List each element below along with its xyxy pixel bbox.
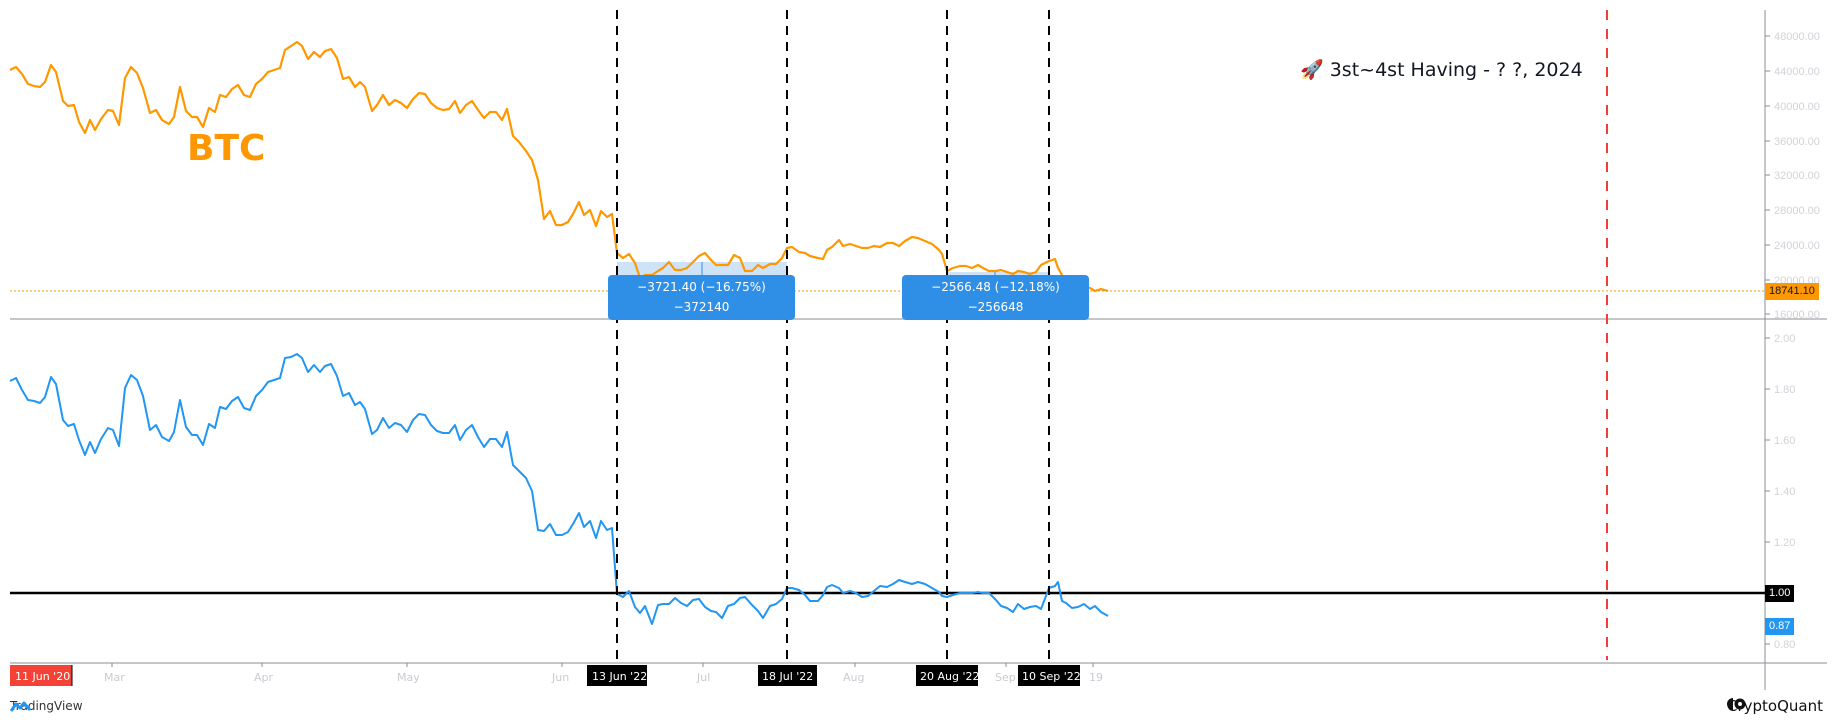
svg-text:10 Sep '22: 10 Sep '22 [1022,670,1081,683]
btc-price-axis[interactable]: 48000.00 44000.00 40000.00 36000.00 3200… [1765,31,1820,321]
measure-box-1[interactable]: −3721.40 (−16.75%) −372140 35 bars, 35d [608,275,795,334]
svg-text:11 Jun '20: 11 Jun '20 [15,670,70,683]
ratio-reference-tag: 1.00 [1765,585,1795,602]
svg-text:20 Aug '22: 20 Aug '22 [920,670,980,683]
measure-2-bars: 22 bars, 22d [957,320,1034,334]
cryptoquant-logo[interactable]: CryptoQuant [1727,697,1823,715]
svg-text:Jun: Jun [551,671,569,684]
having-text: 3st~4st Having - ? ?, 2024 [1329,59,1583,81]
svg-text:Mar: Mar [104,671,125,684]
indicator-axis[interactable]: 2.00 1.80 1.60 1.40 1.20 0.80 [1765,333,1795,651]
svg-text:Aug: Aug [843,671,864,684]
svg-text:28000.00: 28000.00 [1774,205,1820,217]
btc-last-price-tag: 18741.10 [1765,283,1819,300]
measure-2-change: −2566.48 (−12.18%) −256648 [931,280,1060,314]
svg-text:18 Jul '22: 18 Jul '22 [762,670,813,683]
svg-text:Jul: Jul [696,671,710,684]
svg-text:16000.00: 16000.00 [1774,309,1820,321]
svg-text:40000.00: 40000.00 [1774,101,1820,113]
svg-text:2.00: 2.00 [1774,333,1795,345]
time-marker-10sep: 10 Sep '22 [1018,665,1081,686]
having-annotation[interactable]: 🚀 3st~4st Having - ? ?, 2024 [1300,58,1583,81]
svg-text:24000.00: 24000.00 [1774,240,1820,252]
tradingview-logo[interactable]: TradingView [10,699,83,713]
svg-text:36000.00: 36000.00 [1774,136,1820,148]
svg-text:Sep: Sep [995,671,1016,684]
svg-text:1.80: 1.80 [1774,384,1795,396]
time-axis[interactable]: Mar Apr May Jun Jul Aug Sep 19 [104,663,1103,684]
time-marker-13jun: 13 Jun '22 [587,665,647,686]
svg-text:0.80: 0.80 [1774,639,1795,651]
btc-label: BTC [187,128,266,169]
btc-price-line[interactable] [9,40,1109,293]
time-marker-20aug: 20 Aug '22 [916,665,980,686]
svg-text:Apr: Apr [254,671,274,684]
svg-text:44000.00: 44000.00 [1774,66,1820,78]
svg-text:1.20: 1.20 [1774,537,1795,549]
time-marker-18jul: 18 Jul '22 [758,665,817,686]
svg-text:48000.00: 48000.00 [1774,31,1820,43]
cryptoquant-icon [1727,698,1746,710]
svg-text:19: 19 [1089,671,1103,684]
tradingview-icon [10,701,32,712]
svg-text:32000.00: 32000.00 [1774,170,1820,182]
measure-box-2[interactable]: −2566.48 (−12.18%) −256648 22 bars, 22d [902,275,1089,334]
ratio-last-tag: 0.87 [1765,618,1795,635]
indicator-line[interactable] [9,353,1109,625]
svg-text:13 Jun '22: 13 Jun '22 [592,670,647,683]
svg-text:May: May [397,671,420,684]
time-marker-start: 11 Jun '20 [10,665,73,686]
rocket-icon: 🚀 [1300,59,1324,81]
measure-1-bars: 35 bars, 35d [663,320,740,334]
measure-1-change: −3721.40 (−16.75%) −372140 [637,280,766,314]
svg-text:1.40: 1.40 [1774,486,1795,498]
svg-text:1.60: 1.60 [1774,435,1795,447]
